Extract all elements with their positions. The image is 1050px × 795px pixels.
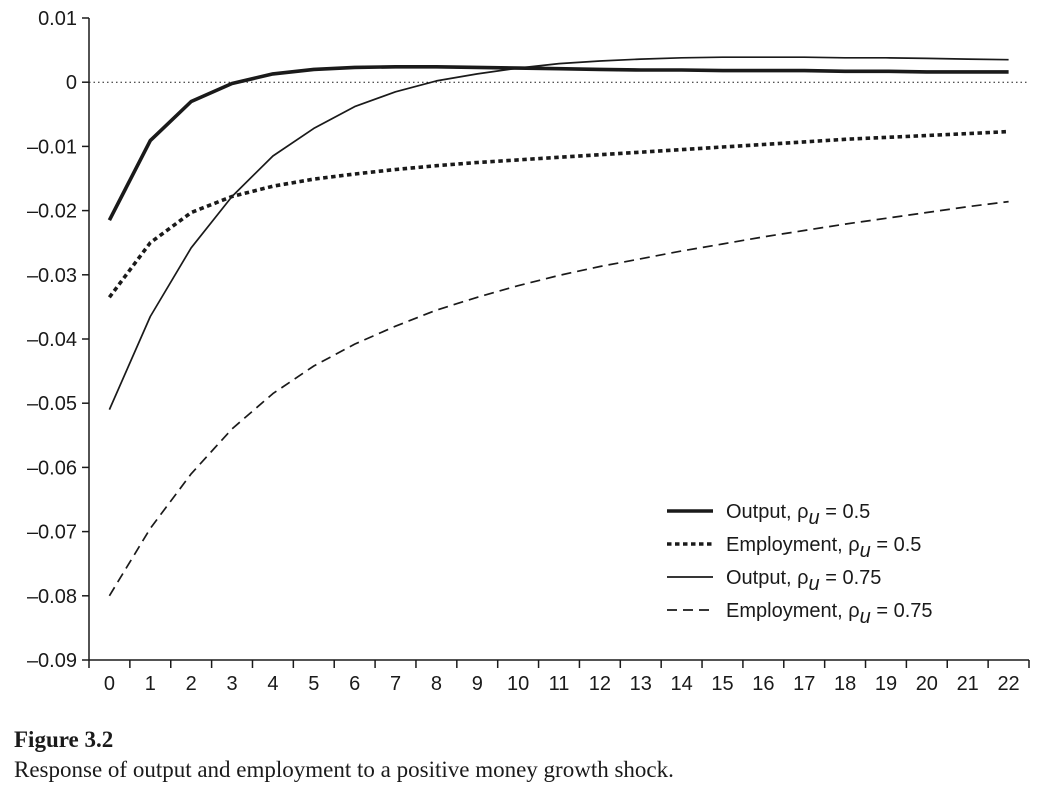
x-tick-label: 5 (308, 673, 319, 695)
y-tick-label: –0.02 (27, 201, 77, 223)
x-tick-label: 1 (145, 673, 156, 695)
legend-label: Employment, ρu = 0.75 (726, 600, 933, 628)
y-tick-label: –0.03 (27, 265, 77, 287)
series-line-3 (108, 56, 1009, 410)
plot-frame (88, 18, 1029, 661)
y-tick-label: –0.07 (27, 522, 77, 544)
x-tick-label: 14 (670, 673, 692, 695)
x-tick-label: 10 (507, 673, 529, 695)
x-tick-label: 3 (226, 673, 237, 695)
series-layer (107, 56, 1009, 597)
x-tick-label: 17 (793, 673, 815, 695)
x-tick-label: 12 (589, 673, 611, 695)
x-tick-label: 9 (472, 673, 483, 695)
x-tick-label: 13 (630, 673, 652, 695)
y-tick-label: 0.01 (38, 8, 77, 30)
series-line-4 (108, 200, 1009, 597)
y-tick-label: –0.06 (27, 457, 77, 479)
y-tick-label: –0.04 (27, 329, 77, 351)
legend-label: Employment, ρu = 0.5 (726, 534, 921, 562)
x-tick-label: 22 (997, 673, 1019, 695)
y-tick-label: –0.08 (27, 586, 77, 608)
y-axis: 0.01 0 –0.01 –0.02 –0.03 –0.04 –0.05 –0.06 –0.07… (27, 8, 89, 672)
x-tick-label: 15 (711, 673, 733, 695)
x-tick-label: 18 (834, 673, 856, 695)
legend-label: Output, ρu = 0.5 (726, 501, 870, 529)
chart: 0.01 0 –0.01 –0.02 –0.03 –0.04 –0.05 –0.06 –0.07… (27, 8, 1030, 695)
x-tick-label: 7 (390, 673, 401, 695)
x-tick-label: 19 (875, 673, 897, 695)
x-tick-label: 0 (104, 673, 115, 695)
x-tick-label: 2 (186, 673, 197, 695)
figure-caption: Response of output and employment to a p… (14, 757, 674, 782)
x-tick-label: 8 (431, 673, 442, 695)
y-tick-label: –0.01 (27, 136, 77, 158)
legend: Output, ρu = 0.5 Employment, ρu = 0.5 Outp… (667, 501, 933, 628)
x-tick-label: 6 (349, 673, 360, 695)
x-tick-label: 21 (957, 673, 979, 695)
y-tick-label: 0 (66, 72, 77, 94)
series-line-1 (107, 65, 1009, 222)
y-tick-label: –0.09 (27, 650, 77, 672)
figure-title: Figure 3.2 (14, 727, 114, 752)
series-line-2 (107, 129, 1009, 299)
x-tick-label: 20 (916, 673, 938, 695)
y-tick-label: –0.05 (27, 393, 77, 415)
x-tick-label: 16 (752, 673, 774, 695)
legend-label: Output, ρu = 0.75 (726, 567, 881, 595)
x-tick-label: 4 (267, 673, 278, 695)
x-axis: 0 1 2 3 4 5 6 7 8 9 10 11 12 13 14 15 16 17 18 19 20 21 22 (88, 660, 1030, 695)
x-tick-label: 11 (549, 673, 570, 695)
